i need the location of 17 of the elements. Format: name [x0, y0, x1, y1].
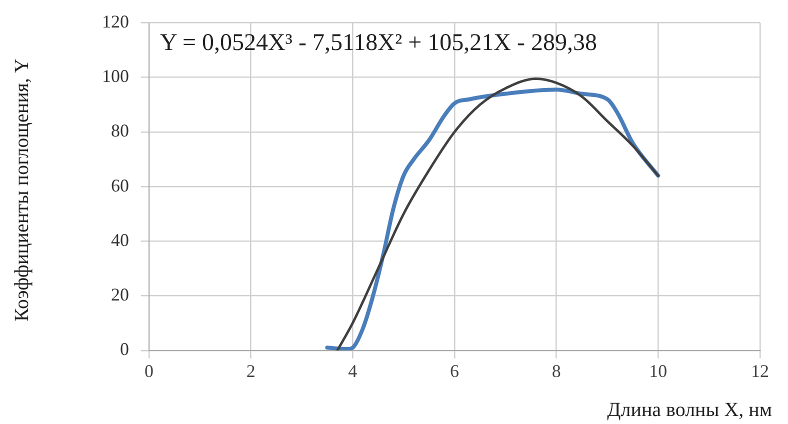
y-tick-label: 40: [111, 230, 129, 250]
x-axis-title: Длина волны X, нм: [607, 399, 772, 422]
x-tick-label: 8: [552, 360, 561, 381]
x-tick-label: 4: [348, 360, 358, 381]
annotation: Y = 0,0524X³ - 7,5118X² + 105,21X - 289,38: [160, 30, 597, 57]
x-tick-label: 2: [246, 360, 256, 381]
x-tick-label: 6: [450, 360, 459, 381]
y-tick-label: 100: [102, 66, 129, 86]
x-tick-label: 10: [649, 360, 668, 381]
y-tick-label: 120: [102, 12, 129, 32]
x-tick-label: 12: [751, 360, 769, 381]
y-tick-label: 80: [111, 120, 129, 141]
y-tick-label: 60: [111, 175, 129, 196]
y-axis-title: Коэффициенты поглощения, Y: [10, 58, 34, 324]
y-tick-label: 0: [120, 339, 129, 360]
x-tick-label: 0: [144, 360, 154, 381]
y-tick-label: 20: [111, 284, 129, 305]
